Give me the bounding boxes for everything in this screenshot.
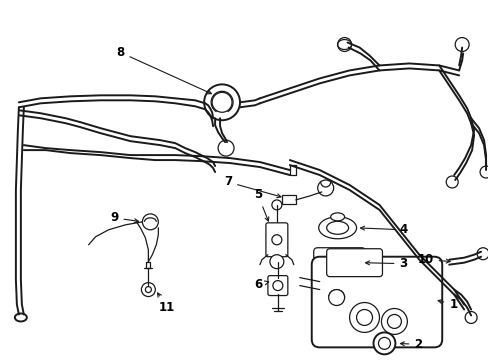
- FancyBboxPatch shape: [311, 257, 441, 347]
- Circle shape: [328, 260, 336, 268]
- Circle shape: [203, 84, 240, 120]
- Circle shape: [338, 261, 344, 267]
- Circle shape: [337, 37, 351, 51]
- Circle shape: [479, 166, 488, 178]
- Circle shape: [272, 280, 282, 291]
- Circle shape: [271, 200, 281, 210]
- Circle shape: [349, 302, 379, 332]
- Circle shape: [218, 140, 234, 156]
- Circle shape: [141, 283, 155, 297]
- Circle shape: [346, 261, 352, 267]
- FancyBboxPatch shape: [265, 223, 287, 257]
- Text: 7: 7: [224, 175, 281, 198]
- Circle shape: [454, 37, 468, 51]
- FancyBboxPatch shape: [313, 248, 365, 284]
- Circle shape: [212, 92, 232, 112]
- Text: 3: 3: [365, 257, 407, 270]
- Text: 1: 1: [437, 298, 456, 311]
- Ellipse shape: [318, 217, 356, 239]
- Circle shape: [464, 311, 476, 323]
- Circle shape: [142, 214, 158, 230]
- Text: 9: 9: [110, 211, 138, 224]
- Circle shape: [269, 255, 283, 269]
- Text: 8: 8: [116, 46, 211, 94]
- Circle shape: [145, 287, 151, 293]
- Circle shape: [381, 309, 407, 334]
- Circle shape: [317, 180, 333, 196]
- Circle shape: [386, 315, 401, 328]
- Text: 6: 6: [253, 278, 268, 291]
- Text: 4: 4: [360, 223, 407, 236]
- FancyBboxPatch shape: [281, 195, 295, 204]
- Ellipse shape: [326, 221, 348, 234]
- Circle shape: [352, 258, 356, 262]
- Text: 5: 5: [253, 188, 268, 221]
- Circle shape: [356, 310, 372, 325]
- FancyBboxPatch shape: [267, 276, 287, 296]
- Text: 11: 11: [157, 293, 175, 314]
- Circle shape: [373, 332, 395, 354]
- Text: 2: 2: [400, 338, 422, 351]
- Text: 10: 10: [416, 253, 449, 266]
- Circle shape: [476, 248, 488, 260]
- Circle shape: [328, 289, 344, 306]
- Circle shape: [446, 176, 457, 188]
- Ellipse shape: [330, 213, 344, 221]
- Circle shape: [378, 337, 389, 349]
- FancyBboxPatch shape: [326, 249, 382, 276]
